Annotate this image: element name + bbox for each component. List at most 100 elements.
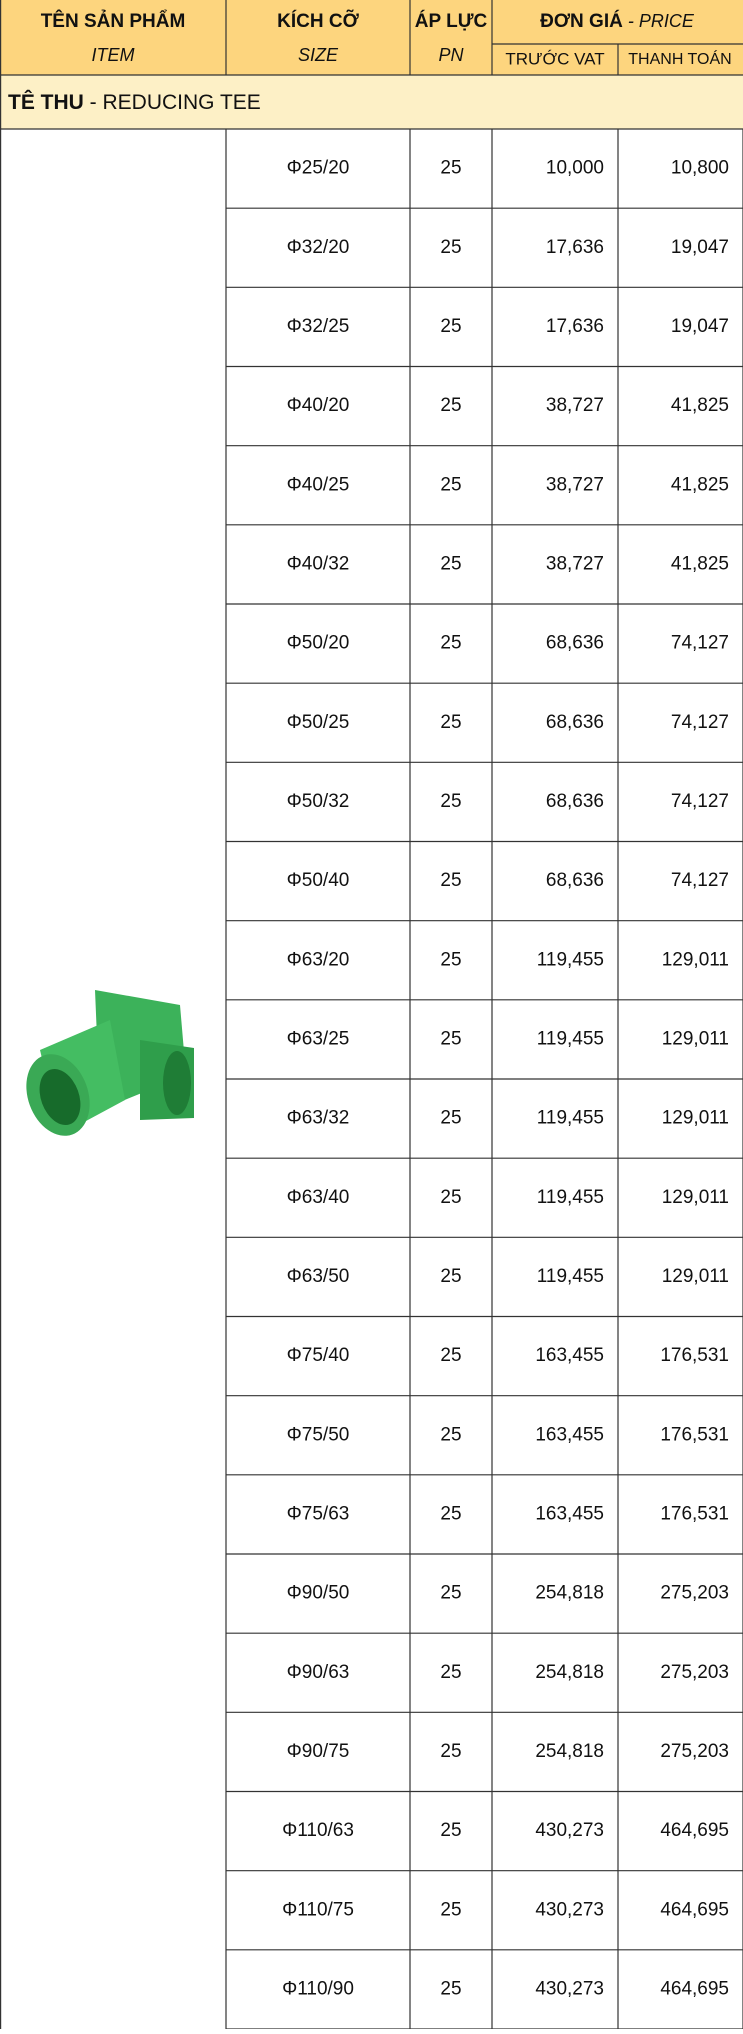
pressure: 25 [440,158,461,179]
price-payment: 41,825 [671,553,729,574]
price-before-vat: 163,455 [535,1503,604,1524]
pressure: 25 [440,633,461,654]
price-before-vat: 17,636 [546,316,604,337]
price-before-vat: 119,455 [537,1028,604,1049]
size: Φ110/75 [282,1899,354,1920]
price-payment: 74,127 [671,712,729,733]
pressure: 25 [440,1741,461,1762]
price-before-vat: 10,000 [546,158,604,179]
price-before-vat: 17,636 [546,237,604,258]
price-payment: 74,127 [671,791,729,812]
price-before-vat: 163,455 [535,1345,604,1366]
pressure: 25 [440,1978,461,1999]
pressure: 25 [440,1345,461,1366]
price-before-vat: 38,727 [546,553,604,574]
price-before-vat: 254,818 [535,1662,604,1683]
size: Φ50/32 [287,791,350,812]
price-before-vat: 38,727 [546,395,604,416]
size: Φ63/50 [287,1266,350,1287]
header-item-en: ITEM [92,45,135,65]
price-payment: 41,825 [671,474,729,495]
price-payment: 176,531 [660,1503,729,1524]
price-before-vat: 119,455 [537,949,604,970]
pressure: 25 [440,1028,461,1049]
price-payment: 275,203 [660,1741,729,1762]
price-before-vat: 119,455 [537,1108,604,1129]
size: Φ110/90 [282,1978,354,1999]
price-before-vat: 68,636 [546,712,604,733]
size: Φ63/20 [287,949,350,970]
size: Φ50/20 [287,633,350,654]
header-before-vat: TRƯỚC VAT [505,49,604,68]
price-before-vat: 163,455 [535,1424,604,1445]
header-size-en: SIZE [298,45,339,65]
price-before-vat: 68,636 [546,870,604,891]
price-payment: 464,695 [660,1899,729,1920]
pressure: 25 [440,1424,461,1445]
pressure: 25 [440,1187,461,1208]
section-en: - REDUCING TEE [84,91,261,114]
pressure: 25 [440,791,461,812]
size: Φ40/20 [287,395,350,416]
pressure: 25 [440,1266,461,1287]
header-item: TÊN SẢN PHẨM [41,10,186,32]
section-vi: TÊ THU [8,90,84,114]
size: Φ75/40 [287,1345,350,1366]
size: Φ90/50 [287,1583,350,1604]
price-before-vat: 430,273 [535,1978,604,1999]
pressure: 25 [440,474,461,495]
price-payment: 41,825 [671,395,729,416]
price-before-vat: 38,727 [546,474,604,495]
pressure: 25 [440,870,461,891]
price-before-vat: 119,455 [537,1266,604,1287]
size: Φ25/20 [287,158,350,179]
size: Φ50/40 [287,870,350,891]
price-payment: 129,011 [662,1028,729,1049]
header-price-vi: ĐƠN GIÁ [540,10,623,32]
price-before-vat: 254,818 [535,1583,604,1604]
price-payment: 19,047 [671,316,729,337]
pressure: 25 [440,1662,461,1683]
header-price-en: - PRICE [623,11,695,31]
pressure: 25 [440,1899,461,1920]
header-pressure: ÁP LỰC [415,10,488,32]
price-payment: 74,127 [671,633,729,654]
size: Φ63/32 [287,1108,350,1129]
size: Φ75/63 [287,1503,350,1524]
pressure: 25 [440,1583,461,1604]
price-payment: 129,011 [662,1266,729,1287]
pressure: 25 [440,949,461,970]
price-payment: 10,800 [671,158,729,179]
size: Φ90/75 [287,1741,350,1762]
size: Φ63/25 [287,1028,350,1049]
pressure: 25 [440,395,461,416]
price-payment: 275,203 [660,1583,729,1604]
price-before-vat: 119,455 [537,1187,604,1208]
price-before-vat: 68,636 [546,633,604,654]
price-payment: 74,127 [671,870,729,891]
price-before-vat: 430,273 [535,1820,604,1841]
size: Φ110/63 [282,1820,354,1841]
pressure: 25 [440,237,461,258]
size: Φ40/25 [287,474,350,495]
size: Φ63/40 [287,1187,350,1208]
price-before-vat: 254,818 [535,1741,604,1762]
header-pressure-en: PN [438,45,464,65]
header-payment: THANH TOÁN [628,49,731,68]
price-payment: 464,695 [660,1820,729,1841]
product-image [26,990,194,1136]
price-payment: 464,695 [660,1978,729,1999]
section-bg [0,75,743,129]
header-bg [0,0,743,75]
price-payment: 19,047 [671,237,729,258]
price-payment: 129,011 [662,1108,729,1129]
pressure: 25 [440,712,461,733]
size: Φ32/25 [287,316,350,337]
size: Φ50/25 [287,712,350,733]
header-size: KÍCH CỠ [277,10,359,32]
section-title: TÊ THU - REDUCING TEE [8,90,261,114]
header-price: ĐƠN GIÁ - PRICE [540,10,695,32]
pressure: 25 [440,553,461,574]
